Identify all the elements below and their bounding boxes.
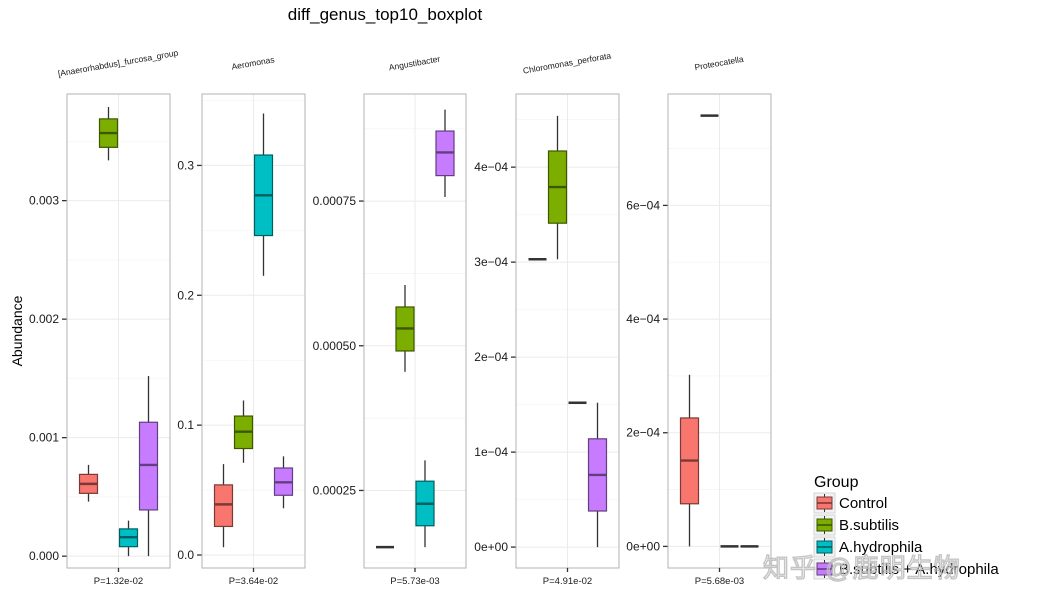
- facet-panel: 0.0 0.1 0.2 0.3 P=3.64e-02 Aeromonas: [177, 54, 306, 587]
- facet-panel: 0e+00 1e−04 2e−04 3e−04 4e−04 P=4.91e-02 Chlor…: [474, 50, 620, 587]
- y-tick-label: 0.003: [29, 194, 59, 208]
- facet-strip-label: Aeromonas: [231, 54, 276, 71]
- y-tick-label: 0.1: [177, 418, 194, 432]
- y-tick-label: 0.00075: [313, 194, 357, 208]
- y-tick-label: 3e−04: [474, 255, 508, 269]
- box-b-subtilis: [395, 284, 415, 372]
- y-tick-label: 0.001: [29, 431, 59, 445]
- facet-strip-label: Chloromonas_perforata: [522, 50, 612, 75]
- legend-label: Control: [839, 495, 887, 512]
- box-b-subtilis: [233, 400, 254, 463]
- y-tick-label: 6e−04: [626, 198, 660, 212]
- legend-entry: B.subtilis: [813, 514, 899, 536]
- p-value-label: P=4.91e-02: [543, 576, 592, 587]
- legend-label: B.subtilis + A.hydrophila: [839, 561, 999, 578]
- facet-strip-label: Angustibacter: [388, 54, 441, 73]
- y-tick-label: 0e+00: [474, 540, 508, 554]
- box-b-subtilis: [547, 115, 568, 260]
- legend-title: Group: [814, 474, 859, 491]
- legend-label: A.hydrophila: [839, 539, 923, 556]
- facet-panel: 0e+00 2e−04 4e−04 6e−04 P=5.68e-03 Proteocate…: [626, 54, 772, 587]
- y-tick-label: 0.002: [29, 312, 59, 326]
- p-value-label: P=1.32e-02: [94, 576, 143, 587]
- box-b-subtilis-a-hydrophila: [435, 109, 455, 198]
- legend-entry: A.hydrophila: [813, 536, 923, 558]
- y-tick-label: 0e+00: [626, 539, 660, 553]
- box-control: [78, 464, 99, 502]
- box-a-hydrophila: [415, 460, 435, 548]
- facet-panel: 0.00025 0.00050 0.00075 P=5.73e-03 Angustiba…: [313, 54, 467, 587]
- y-tick-label: 0.2: [177, 288, 194, 302]
- y-tick-label: 0.0: [177, 548, 194, 562]
- box-a-hydrophila: [253, 113, 274, 276]
- y-tick-label: 2e−04: [474, 350, 508, 364]
- box-b-subtilis: [98, 107, 119, 161]
- box-b-subtilis-a-hydrophila: [587, 402, 608, 548]
- chart-title: diff_genus_top10_boxplot: [288, 5, 483, 24]
- facet-panels: 0.000 0.001 0.002 0.003 P=1.32e-02 [Anaerorha…: [29, 47, 772, 587]
- y-tick-label: 2e−04: [626, 426, 660, 440]
- legend-entry: B.subtilis + A.hydrophila: [813, 558, 999, 580]
- box-b-subtilis-a-hydrophila: [273, 456, 294, 509]
- p-value-label: P=5.73e-03: [390, 576, 439, 587]
- facet-strip-label: Proteocatella: [694, 54, 745, 73]
- p-value-label: P=5.68e-03: [695, 576, 744, 587]
- legend-entry: Control: [813, 492, 887, 514]
- box-iqr: [213, 484, 234, 528]
- watermark-text: 知乎 @鹿明生物: [763, 553, 961, 583]
- legend: Group Control B.subtilis A.hydrophila B.sub…: [813, 474, 999, 580]
- y-tick-label: 1e−04: [474, 445, 508, 459]
- box-control: [213, 464, 234, 548]
- y-tick-label: 0.000: [29, 549, 59, 563]
- box-control: [679, 374, 700, 547]
- legend-label: B.subtilis: [839, 517, 899, 534]
- y-tick-label: 0.00025: [313, 483, 357, 497]
- y-tick-label: 4e−04: [474, 160, 508, 174]
- y-tick-label: 0.00050: [313, 339, 357, 353]
- facet-panel: 0.000 0.001 0.002 0.003 P=1.32e-02 [Anaerorha…: [29, 47, 179, 587]
- box-b-subtilis-a-hydrophila: [138, 376, 159, 557]
- y-axis-label: Abundance: [9, 295, 25, 366]
- facet-strip-label: [Anaerorhabdus]_furcosa_group: [57, 47, 179, 78]
- box-a-hydrophila: [118, 520, 139, 557]
- p-value-label: P=3.64e-02: [229, 576, 278, 587]
- y-tick-label: 0.3: [177, 158, 194, 172]
- y-tick-label: 4e−04: [626, 312, 660, 326]
